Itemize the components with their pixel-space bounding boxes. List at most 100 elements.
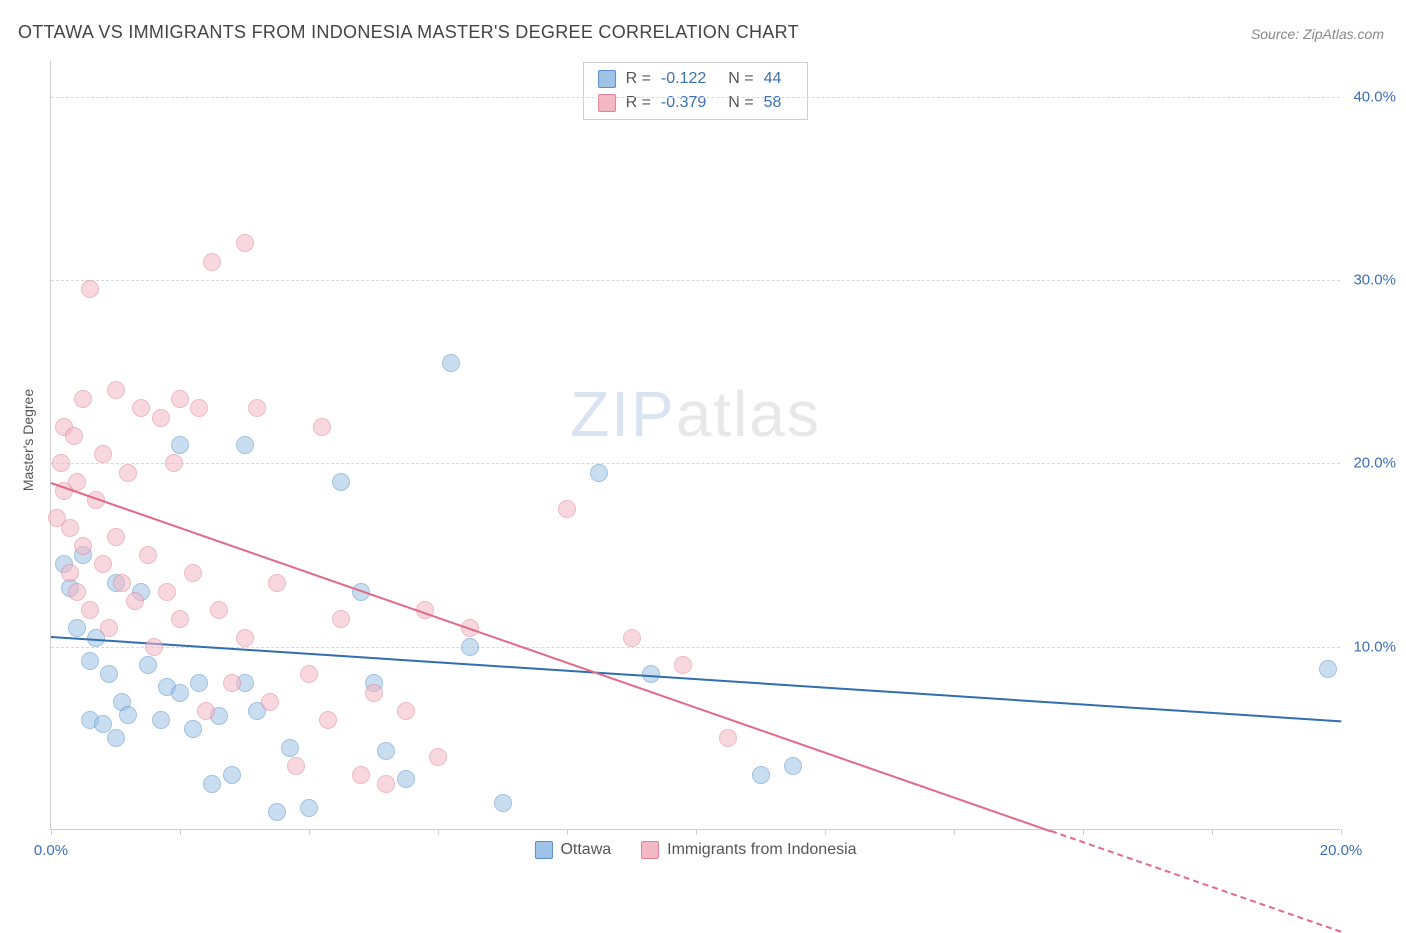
data-point — [623, 629, 641, 647]
plot-area: ZIPatlas R =-0.122N =44R =-0.379N =58 Ot… — [50, 60, 1340, 830]
data-point — [300, 665, 318, 683]
legend-label: Immigrants from Indonesia — [667, 841, 856, 859]
gridline — [51, 97, 1340, 98]
x-tick — [567, 829, 568, 835]
data-point — [139, 546, 157, 564]
data-point — [68, 583, 86, 601]
trend-line — [1050, 830, 1341, 933]
x-tick — [696, 829, 697, 835]
data-point — [74, 390, 92, 408]
n-label: N = — [728, 67, 753, 91]
legend-swatch — [534, 841, 552, 859]
data-point — [461, 638, 479, 656]
data-point — [261, 693, 279, 711]
data-point — [100, 619, 118, 637]
y-tick-label: 30.0% — [1353, 272, 1396, 289]
watermark-zip: ZIP — [570, 378, 676, 450]
data-point — [171, 684, 189, 702]
n-value: 58 — [764, 91, 782, 115]
watermark-atlas: atlas — [676, 378, 821, 450]
legend-item: Immigrants from Indonesia — [641, 841, 856, 859]
data-point — [268, 574, 286, 592]
data-point — [171, 390, 189, 408]
stats-row: R = -0.122 N = 44 — [598, 67, 794, 91]
data-point — [113, 574, 131, 592]
r-value: -0.379 — [661, 91, 706, 115]
x-tick — [1212, 829, 1213, 835]
data-point — [365, 684, 383, 702]
legend-swatch — [641, 841, 659, 859]
data-point — [165, 454, 183, 472]
data-point — [145, 638, 163, 656]
correlation-chart: OTTAWA VS IMMIGRANTS FROM INDONESIA MAST… — [0, 0, 1406, 892]
data-point — [223, 674, 241, 692]
legend-item: Ottawa — [534, 841, 611, 859]
r-value: -0.122 — [661, 67, 706, 91]
bottom-legend: Ottawa Immigrants from Indonesia — [534, 841, 856, 859]
stats-row: R = -0.379 N = 58 — [598, 91, 794, 115]
x-tick-label: 20.0% — [1320, 842, 1363, 859]
data-point — [94, 715, 112, 733]
data-point — [203, 253, 221, 271]
y-tick-label: 10.0% — [1353, 638, 1396, 655]
data-point — [119, 464, 137, 482]
data-point — [65, 427, 83, 445]
data-point — [61, 564, 79, 582]
data-point — [81, 652, 99, 670]
r-label: R = — [626, 67, 651, 91]
data-point — [52, 454, 70, 472]
data-point — [171, 436, 189, 454]
data-point — [107, 729, 125, 747]
x-tick — [180, 829, 181, 835]
stats-box: R = -0.122 N = 44 R = -0.379 N = 58 — [583, 62, 809, 120]
data-point — [590, 464, 608, 482]
r-label: R = — [626, 91, 651, 115]
data-point — [1319, 660, 1337, 678]
data-point — [268, 803, 286, 821]
x-tick — [954, 829, 955, 835]
data-point — [300, 799, 318, 817]
x-tick — [438, 829, 439, 835]
source-attribution: Source: ZipAtlas.com — [1251, 26, 1384, 42]
data-point — [236, 234, 254, 252]
data-point — [81, 601, 99, 619]
data-point — [74, 537, 92, 555]
data-point — [171, 610, 189, 628]
data-point — [139, 656, 157, 674]
x-tick — [51, 829, 52, 835]
data-point — [68, 619, 86, 637]
data-point — [236, 629, 254, 647]
data-point — [126, 592, 144, 610]
data-point — [494, 794, 512, 812]
data-point — [319, 711, 337, 729]
x-tick — [825, 829, 826, 835]
x-tick — [1083, 829, 1084, 835]
data-point — [184, 720, 202, 738]
data-point — [197, 702, 215, 720]
data-point — [674, 656, 692, 674]
data-point — [107, 381, 125, 399]
data-point — [100, 665, 118, 683]
x-tick — [309, 829, 310, 835]
data-point — [190, 674, 208, 692]
data-point — [429, 748, 447, 766]
n-label: N = — [728, 91, 753, 115]
data-point — [332, 610, 350, 628]
data-point — [287, 757, 305, 775]
data-point — [719, 729, 737, 747]
data-point — [152, 711, 170, 729]
data-point — [352, 766, 370, 784]
n-value: 44 — [764, 67, 782, 91]
data-point — [442, 354, 460, 372]
data-point — [377, 742, 395, 760]
data-point — [190, 399, 208, 417]
watermark: ZIPatlas — [570, 377, 821, 451]
x-tick — [1341, 829, 1342, 835]
data-point — [236, 436, 254, 454]
data-point — [397, 702, 415, 720]
legend-label: Ottawa — [560, 841, 611, 859]
data-point — [94, 445, 112, 463]
data-point — [152, 409, 170, 427]
data-point — [107, 528, 125, 546]
data-point — [377, 775, 395, 793]
